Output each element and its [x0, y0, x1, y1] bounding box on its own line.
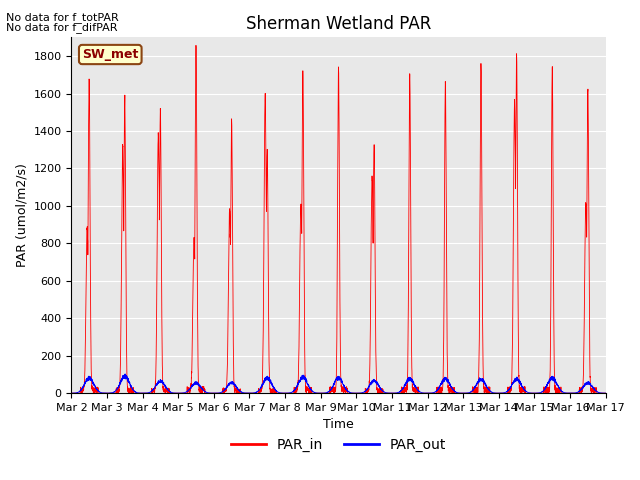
PAR_in — [68, 390, 76, 396]
Text: SW_met: SW_met — [82, 48, 138, 61]
PAR_out — [121, 371, 129, 377]
PAR_out — [489, 390, 497, 396]
PAR_out — [319, 390, 326, 396]
Legend: PAR_in, PAR_out: PAR_in, PAR_out — [225, 432, 452, 457]
Text: No data for f_totPAR: No data for f_totPAR — [6, 12, 119, 23]
Title: Sherman Wetland PAR: Sherman Wetland PAR — [246, 15, 431, 33]
PAR_in — [429, 390, 436, 396]
PAR_in — [164, 387, 172, 393]
PAR_in — [319, 390, 326, 396]
PAR_out — [602, 390, 609, 396]
PAR_in — [458, 390, 466, 396]
PAR_out — [164, 386, 172, 392]
Line: PAR_in: PAR_in — [72, 46, 605, 393]
PAR_in — [602, 390, 609, 396]
Y-axis label: PAR (umol/m2/s): PAR (umol/m2/s) — [15, 163, 28, 267]
PAR_in — [192, 43, 200, 48]
PAR_in — [602, 390, 609, 396]
Line: PAR_out: PAR_out — [72, 374, 605, 393]
PAR_out — [68, 390, 76, 396]
PAR_out — [602, 390, 609, 396]
PAR_out — [458, 390, 466, 396]
Text: No data for f_difPAR: No data for f_difPAR — [6, 22, 118, 33]
PAR_in — [424, 390, 431, 396]
PAR_out — [429, 390, 436, 396]
PAR_out — [175, 390, 182, 396]
PAR_in — [489, 390, 497, 396]
X-axis label: Time: Time — [323, 419, 354, 432]
